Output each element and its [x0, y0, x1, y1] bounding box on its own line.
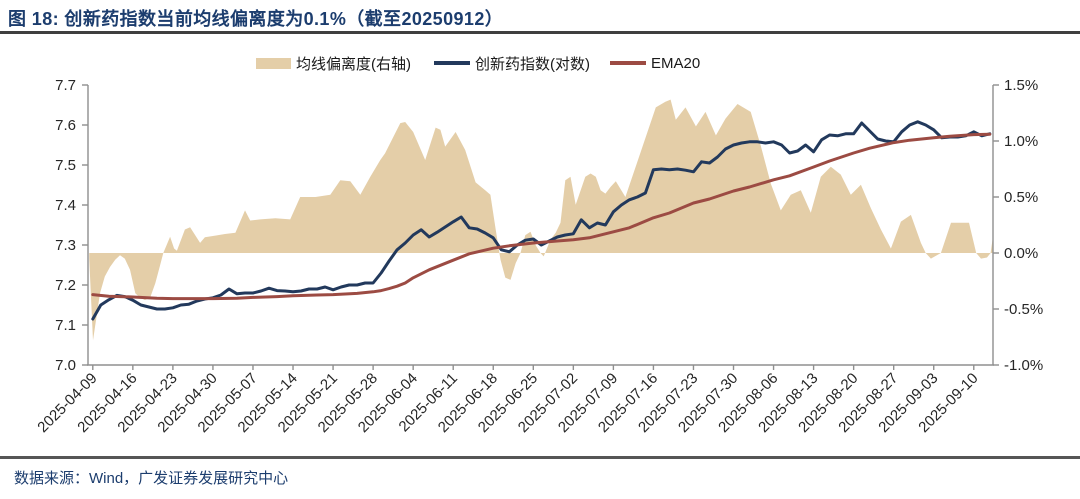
legend-label-ema20: EMA20 [651, 54, 701, 72]
legend-label-deviation: 均线偏离度(右轴) [296, 55, 411, 73]
right-axis-tick-label: -1.0% [1004, 357, 1043, 374]
left-axis-tick-label: 7.2 [55, 277, 76, 294]
left-axis-tick-label: 7.6 [55, 117, 76, 134]
legend-item-index: 创新药指数(对数) [434, 52, 590, 74]
ema20-line-swatch [610, 61, 646, 65]
figure-title: 图 18: 创新药指数当前均线偏离度为0.1%（截至20250912） [8, 9, 504, 29]
right-axis-tick-label: -0.5% [1004, 301, 1043, 318]
right-axis-tick-label: 0.0% [1004, 245, 1038, 262]
left-axis-tick-label: 7.5 [55, 157, 76, 174]
right-axis-tick-label: 1.5% [1004, 77, 1038, 94]
left-axis-tick-label: 7.1 [55, 317, 76, 334]
index-line [91, 120, 992, 321]
deviation-area [89, 99, 993, 341]
legend-label-index: 创新药指数(对数) [475, 55, 590, 73]
data-source: 数据来源：Wind，广发证券发展研究中心 [14, 470, 289, 487]
left-axis-tick-label: 7.7 [55, 77, 76, 94]
ema20-line [91, 132, 992, 301]
deviation-area-swatch [256, 57, 291, 69]
chart-legend: 均线偏离度(右轴) 创新药指数(对数) EMA20 [0, 52, 1080, 74]
right-axis-tick-label: 1.0% [1004, 133, 1038, 150]
left-axis-tick-label: 7.3 [55, 237, 76, 254]
index-line-swatch [434, 61, 470, 65]
left-axis-tick-label: 7.4 [55, 197, 76, 214]
left-axis-tick-label: 7.0 [55, 357, 76, 374]
footer-divider [0, 456, 1080, 459]
right-axis-tick-label: 0.5% [1004, 189, 1038, 206]
legend-item-ema20: EMA20 [610, 52, 700, 74]
legend-item-deviation: 均线偏离度(右轴) [256, 52, 411, 74]
title-divider [0, 31, 1080, 34]
